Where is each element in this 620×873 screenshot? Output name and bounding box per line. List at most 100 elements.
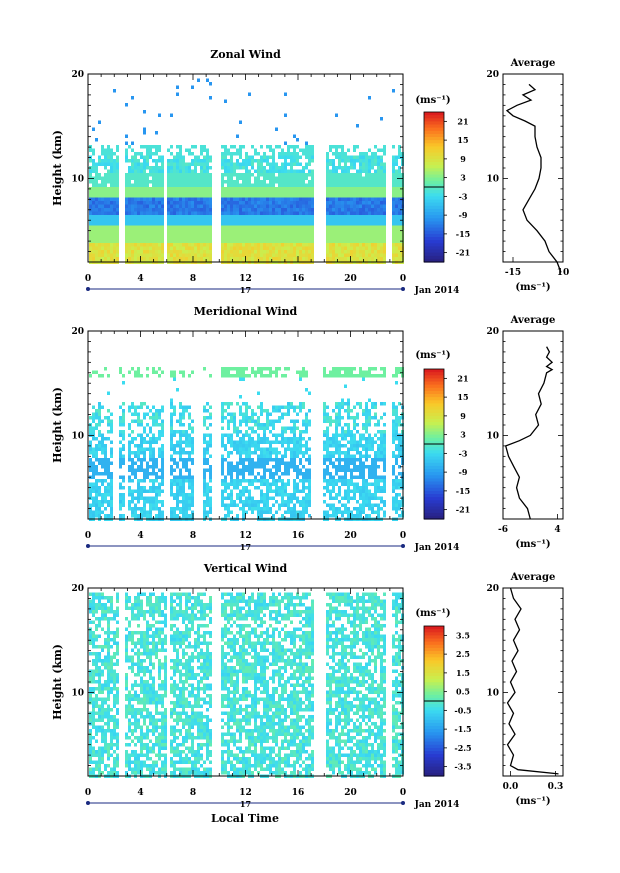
colorbar-tick-label: -3 — [459, 191, 468, 201]
profile-frame — [502, 73, 564, 263]
colorbar: 21 15 9 3 -3 -9 -15 -21 — [423, 111, 470, 263]
y-tick-label: 20 — [71, 70, 84, 80]
profile-y-tick-label: 20 — [486, 70, 499, 80]
day-label: 17 — [240, 285, 251, 295]
colorbar: 3.5 2.5 1.5 0.5 -0.5 -1.5 -2.5 -3.5 — [423, 625, 472, 777]
profile-frame — [502, 587, 564, 777]
x-axis — [87, 588, 404, 776]
colorbar-tick-label: 9 — [460, 154, 466, 164]
panel-vertical-wind: Vertical Wind 0 4 8 12 16 20 0 10 20 Height (km) 17… — [51, 562, 564, 810]
profile-panel: Average 10 20 -15 10 (ms⁻¹) — [486, 58, 569, 293]
day-label: 17 — [240, 799, 251, 809]
colorbar-tick-label: -0.5 — [454, 705, 471, 715]
profile-panel: Average 10 20 0.0 0.3 (ms⁻¹) — [486, 572, 564, 807]
y-tick-label: 10 — [71, 431, 84, 441]
y-axis-title: Height (km) — [51, 130, 64, 206]
colorbar-tick-label: 3 — [460, 430, 466, 440]
x-axis-title: Local Time — [211, 812, 279, 825]
x-tick-label: 4 — [137, 274, 143, 284]
profile-unit: (ms⁻¹) — [515, 539, 550, 550]
profile-y-tick-label: 10 — [486, 174, 499, 184]
x-tick-label: 4 — [137, 531, 143, 541]
colorbar-unit: (ms⁻¹) — [415, 95, 450, 106]
colorbar-tick-label: -9 — [459, 467, 468, 477]
x-tick-label: 12 — [239, 531, 252, 541]
profile-title: Average — [510, 315, 556, 326]
profile-y-tick-label: 20 — [486, 584, 499, 594]
colorbar-tick-label: -3.5 — [454, 762, 471, 772]
panel-title: Vertical Wind — [203, 562, 288, 575]
y-tick-label: 20 — [71, 584, 84, 594]
panel-meridional-wind: Meridional Wind 0 4 8 12 16 20 0 10 20 Height (km)… — [51, 305, 564, 553]
profile-y-tick-label: 10 — [486, 688, 499, 698]
x-tick-label: 8 — [190, 788, 196, 798]
colorbar-tick-label: -21 — [456, 248, 470, 258]
day-line-end — [401, 544, 405, 548]
day-line-end — [401, 287, 405, 291]
profile-x-tick-label: -6 — [498, 525, 508, 535]
x-tick-label: 8 — [190, 531, 196, 541]
profile-unit: (ms⁻¹) — [515, 796, 550, 807]
heatmap-cells — [89, 367, 404, 521]
profile-y-axis — [503, 587, 563, 777]
profile-y-tick-label: 10 — [486, 431, 499, 441]
x-tick-label: 0 — [85, 788, 91, 798]
x-tick-label: 16 — [292, 274, 305, 284]
profile-y-axis — [503, 73, 563, 263]
x-tick-label: 0 — [85, 274, 91, 284]
date-label: Jan 2014 — [414, 800, 460, 810]
profile-x-tick-label: 0.0 — [503, 782, 519, 792]
y-axis-title: Height (km) — [51, 644, 64, 720]
y-axis — [88, 73, 403, 263]
y-tick-label: 10 — [71, 174, 84, 184]
y-tick-label: 10 — [71, 688, 84, 698]
colorbar-tick-label: -3 — [459, 448, 468, 458]
day-line-end — [401, 801, 405, 805]
day-line-start — [86, 801, 90, 805]
profile-title: Average — [510, 58, 556, 69]
x-tick-label: 16 — [292, 788, 305, 798]
colorbar-unit: (ms⁻¹) — [415, 608, 450, 619]
x-tick-label: 20 — [344, 531, 357, 541]
x-tick-label: 12 — [239, 274, 252, 284]
date-label: Jan 2014 — [414, 543, 460, 553]
colorbar-tick-label: 9 — [460, 411, 466, 421]
x-axis — [87, 74, 404, 262]
day-line-start — [86, 287, 90, 291]
x-tick-label: 0 — [400, 274, 406, 284]
x-tick-label: 20 — [344, 274, 357, 284]
colorbar-tick-label: -15 — [456, 229, 470, 239]
profile-y-axis — [503, 330, 563, 520]
day-label: 17 — [240, 542, 251, 552]
colorbar-tick-label: 21 — [457, 116, 468, 126]
colorbar-tick-label: 0.5 — [456, 687, 470, 697]
profile-x-tick-label: 10 — [557, 268, 570, 278]
colorbar-tick-label: -2.5 — [454, 743, 471, 753]
y-axis — [88, 330, 403, 520]
panel-zonal-wind: Zonal Wind 0 4 8 12 16 20 0 10 20 Height (km) 17 Jan… — [51, 48, 569, 296]
colorbar-tick-label: 2.5 — [456, 649, 470, 659]
date-label: Jan 2014 — [414, 286, 460, 296]
profile-x-tick-label: 0.3 — [548, 782, 564, 792]
profile-title: Average — [510, 572, 556, 583]
colorbar-tick-label: 3 — [460, 173, 466, 183]
colorbar-tick-label: 21 — [457, 373, 468, 383]
x-tick-label: 0 — [400, 531, 406, 541]
x-tick-label: 8 — [190, 274, 196, 284]
x-tick-label: 16 — [292, 531, 305, 541]
colorbar-tick-label: -21 — [456, 505, 470, 515]
panel-title: Zonal Wind — [210, 48, 281, 61]
x-tick-label: 0 — [400, 788, 406, 798]
colorbar-tick-label: -15 — [456, 486, 470, 496]
colorbar-tick-label: 3.5 — [456, 630, 470, 640]
x-tick-label: 12 — [239, 788, 252, 798]
colorbar-tick-label: -9 — [459, 210, 468, 220]
profile-unit: (ms⁻¹) — [515, 282, 550, 293]
colorbar-unit: (ms⁻¹) — [415, 350, 450, 361]
y-tick-label: 20 — [71, 327, 84, 337]
colorbar-tick-label: 15 — [457, 135, 468, 145]
x-tick-label: 0 — [85, 531, 91, 541]
profile-frame — [502, 330, 564, 520]
x-tick-label: 20 — [344, 788, 357, 798]
